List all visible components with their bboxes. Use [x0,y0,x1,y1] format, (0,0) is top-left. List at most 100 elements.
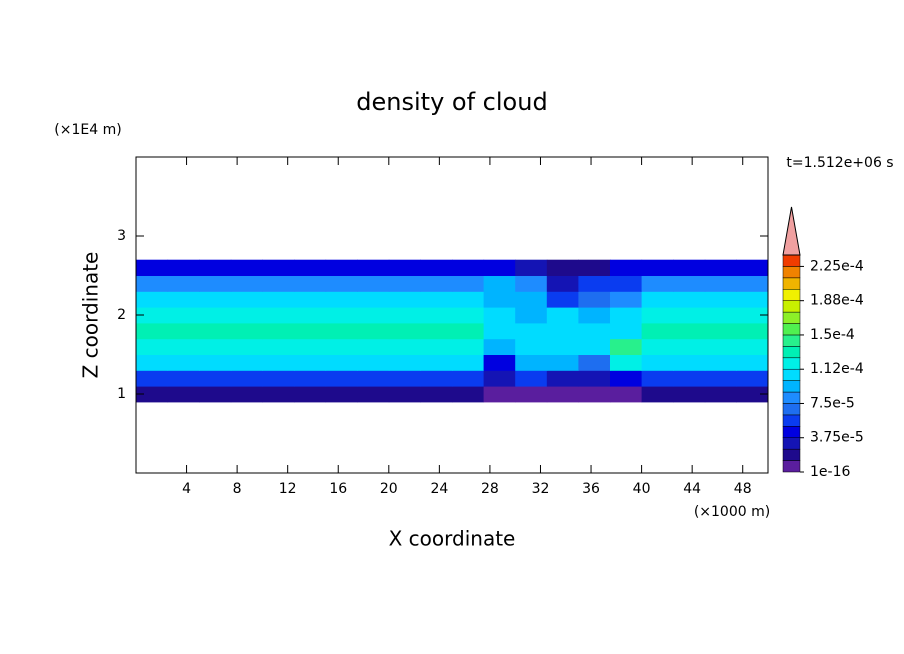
x-tick-label: 32 [532,481,550,497]
contour-cell [610,370,643,387]
contour-cell [515,259,548,276]
contour-cell [578,291,611,308]
contour-cell [483,307,516,324]
y-tick-label: 2 [117,307,126,323]
contour-cell [230,370,263,387]
y-axis-title: Z coordinate [79,252,103,379]
x-tick-label: 20 [380,481,398,497]
contour-cell [546,370,579,387]
contour-cell [230,386,263,403]
y-unit: (×1E4 m) [54,122,121,138]
contour-cell [610,338,643,355]
contour-cell [483,275,516,292]
contour-cell [546,338,579,355]
contour-cell [136,322,169,340]
contour-cell [230,354,263,371]
contour-cell [704,259,737,276]
contour-cell [325,322,358,340]
contour-cell [388,307,421,324]
x-tick-label: 36 [582,481,600,497]
contour-cell [230,275,263,292]
contour-cell [420,307,453,324]
colorbar-bin [782,266,801,279]
contour-cell [515,275,548,292]
contour-cell [704,386,737,403]
contour-cell [294,338,327,355]
colorbar-label: 1e-16 [810,464,850,480]
contour-cell [641,307,674,324]
contour-cell [704,275,737,292]
contour-cell [483,354,516,371]
contour-cell [262,386,295,403]
contour-cell [483,370,516,387]
contour-cell [199,338,232,355]
contour-cell [294,386,327,403]
contour-cell [262,354,295,371]
contour-cell [610,307,643,324]
contour-cell [641,386,674,403]
x-unit: (×1000 m) [694,504,770,520]
contour-cell [673,338,706,355]
contour-cell [515,370,548,387]
contour-cell [546,322,579,340]
colorbar-bin [782,448,801,461]
contour-cell [736,291,769,308]
contour-cell [578,307,611,324]
colorbar-bin [782,380,801,393]
contour-cell [452,291,485,308]
contour-cell [325,386,358,403]
contour-cell [325,259,358,276]
contour-cell [641,291,674,308]
contour-cell [610,354,643,371]
contour-cell [546,275,579,292]
contour-cell [673,354,706,371]
contour-cell [641,354,674,371]
contour-cell [199,354,232,371]
contour-cell [167,259,200,276]
contour-cell [230,259,263,276]
contour-cell [736,338,769,355]
contour-cell [420,291,453,308]
contour-cell [294,259,327,276]
colorbar-bin [782,289,801,301]
contour-cell [325,291,358,308]
contour-cell [452,338,485,355]
contour-cell [641,275,674,292]
contour-cell [357,370,390,387]
contour-cell [578,338,611,355]
contour-cell [420,259,453,276]
x-tick-label: 44 [683,481,701,497]
contour-cell [262,370,295,387]
contour-cell [546,307,579,324]
contour-cell [452,354,485,371]
contour-cell [641,370,674,387]
contour-cell [167,291,200,308]
contour-cell [452,386,485,403]
contour-cell [325,275,358,292]
colorbar-label: 2.25e-4 [810,258,864,274]
colorbar-bin [782,391,801,404]
contour-cell [673,322,706,340]
colorbar-label: 1.12e-4 [810,361,864,377]
contour-cell [136,307,169,324]
contour-cell [388,275,421,292]
contour-cell [736,307,769,324]
contour-cell [357,338,390,355]
colorbar-label: 3.75e-5 [810,430,864,446]
contour-cell [388,386,421,403]
contour-cell [199,275,232,292]
contour-cell [294,307,327,324]
contour-cell [262,338,295,355]
contour-cell [610,259,643,276]
contour-cell [388,259,421,276]
contour-cell [136,386,169,403]
contour-cell [136,354,169,371]
x-tick-label: 4 [182,481,191,497]
contour-cell [736,370,769,387]
contour-cell [357,322,390,340]
y-tick-label: 3 [117,228,126,244]
contour-cell [136,370,169,387]
colorbar-bin [782,403,801,416]
colorbar-bin [782,334,801,347]
contour-cell [673,275,706,292]
